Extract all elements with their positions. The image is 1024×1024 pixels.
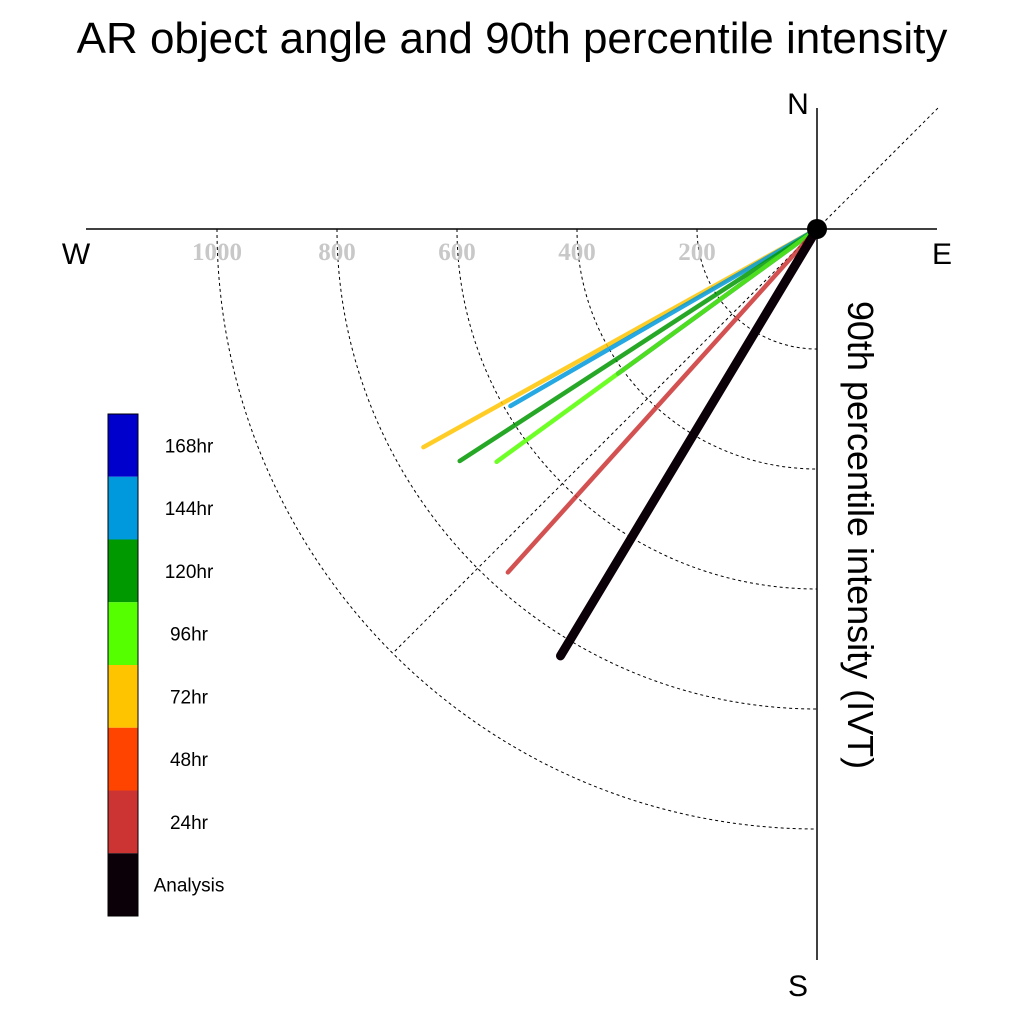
legend-label-72hr: 72hr	[170, 687, 209, 708]
grid-ring	[216, 228, 818, 830]
compass-south: S	[788, 970, 808, 1003]
grid-ring	[696, 228, 818, 350]
legend-label-48hr: 48hr	[170, 750, 209, 771]
legend-label-168hr: 168hr	[165, 436, 214, 457]
legend-colorbar-border	[107, 413, 139, 917]
compass-west: W	[62, 238, 91, 271]
northeast-guide-line	[816, 105, 941, 230]
legend-swatch-120hr	[108, 539, 138, 603]
southwest-guide-line	[392, 228, 818, 654]
radial-tick-label: 800	[318, 239, 356, 266]
chart-title: AR object angle and 90th percentile inte…	[76, 14, 948, 63]
legend-swatch-72hr	[108, 665, 138, 728]
legend: 168hr 144hr 120hr 96hr 72hr 48hr 24hr Analysis	[107, 413, 225, 917]
legend-swatch-24hr	[108, 790, 138, 854]
legend-swatch-analysis	[108, 853, 138, 916]
legend-swatch-96hr	[108, 602, 138, 665]
radial-tick-label: 1000	[192, 239, 242, 266]
legend-label-120hr: 120hr	[165, 562, 214, 583]
origin-point	[807, 219, 827, 239]
compass-east: E	[932, 238, 952, 271]
series-line-120hr	[457, 226, 820, 464]
legend-label-144hr: 144hr	[165, 499, 214, 520]
series-line-24hr	[505, 226, 820, 575]
legend-swatch-48hr	[108, 727, 138, 791]
legend-label-24hr: 24hr	[170, 813, 209, 834]
radial-tick-label: 200	[678, 239, 716, 266]
series-line-144hr	[508, 226, 820, 409]
radial-tick-labels: 200 400 600 800 1000	[192, 239, 716, 266]
axes-layer: N S E W	[62, 88, 952, 1003]
radial-tick-label: 400	[558, 239, 596, 266]
series-line-analysis	[556, 224, 822, 661]
radial-tick-label: 600	[438, 239, 476, 266]
compass-north: N	[787, 88, 809, 121]
grid-ring	[456, 228, 818, 590]
legend-label-96hr: 96hr	[170, 625, 209, 646]
y-axis-label: 90th percentile intensity (IVT)	[840, 301, 881, 769]
grid-layer	[216, 228, 818, 830]
legend-label-analysis: Analysis	[154, 876, 225, 897]
series-lines	[421, 224, 822, 661]
legend-swatch-168hr	[108, 414, 138, 477]
legend-swatch-144hr	[108, 476, 138, 540]
series-line-96hr	[494, 226, 820, 465]
